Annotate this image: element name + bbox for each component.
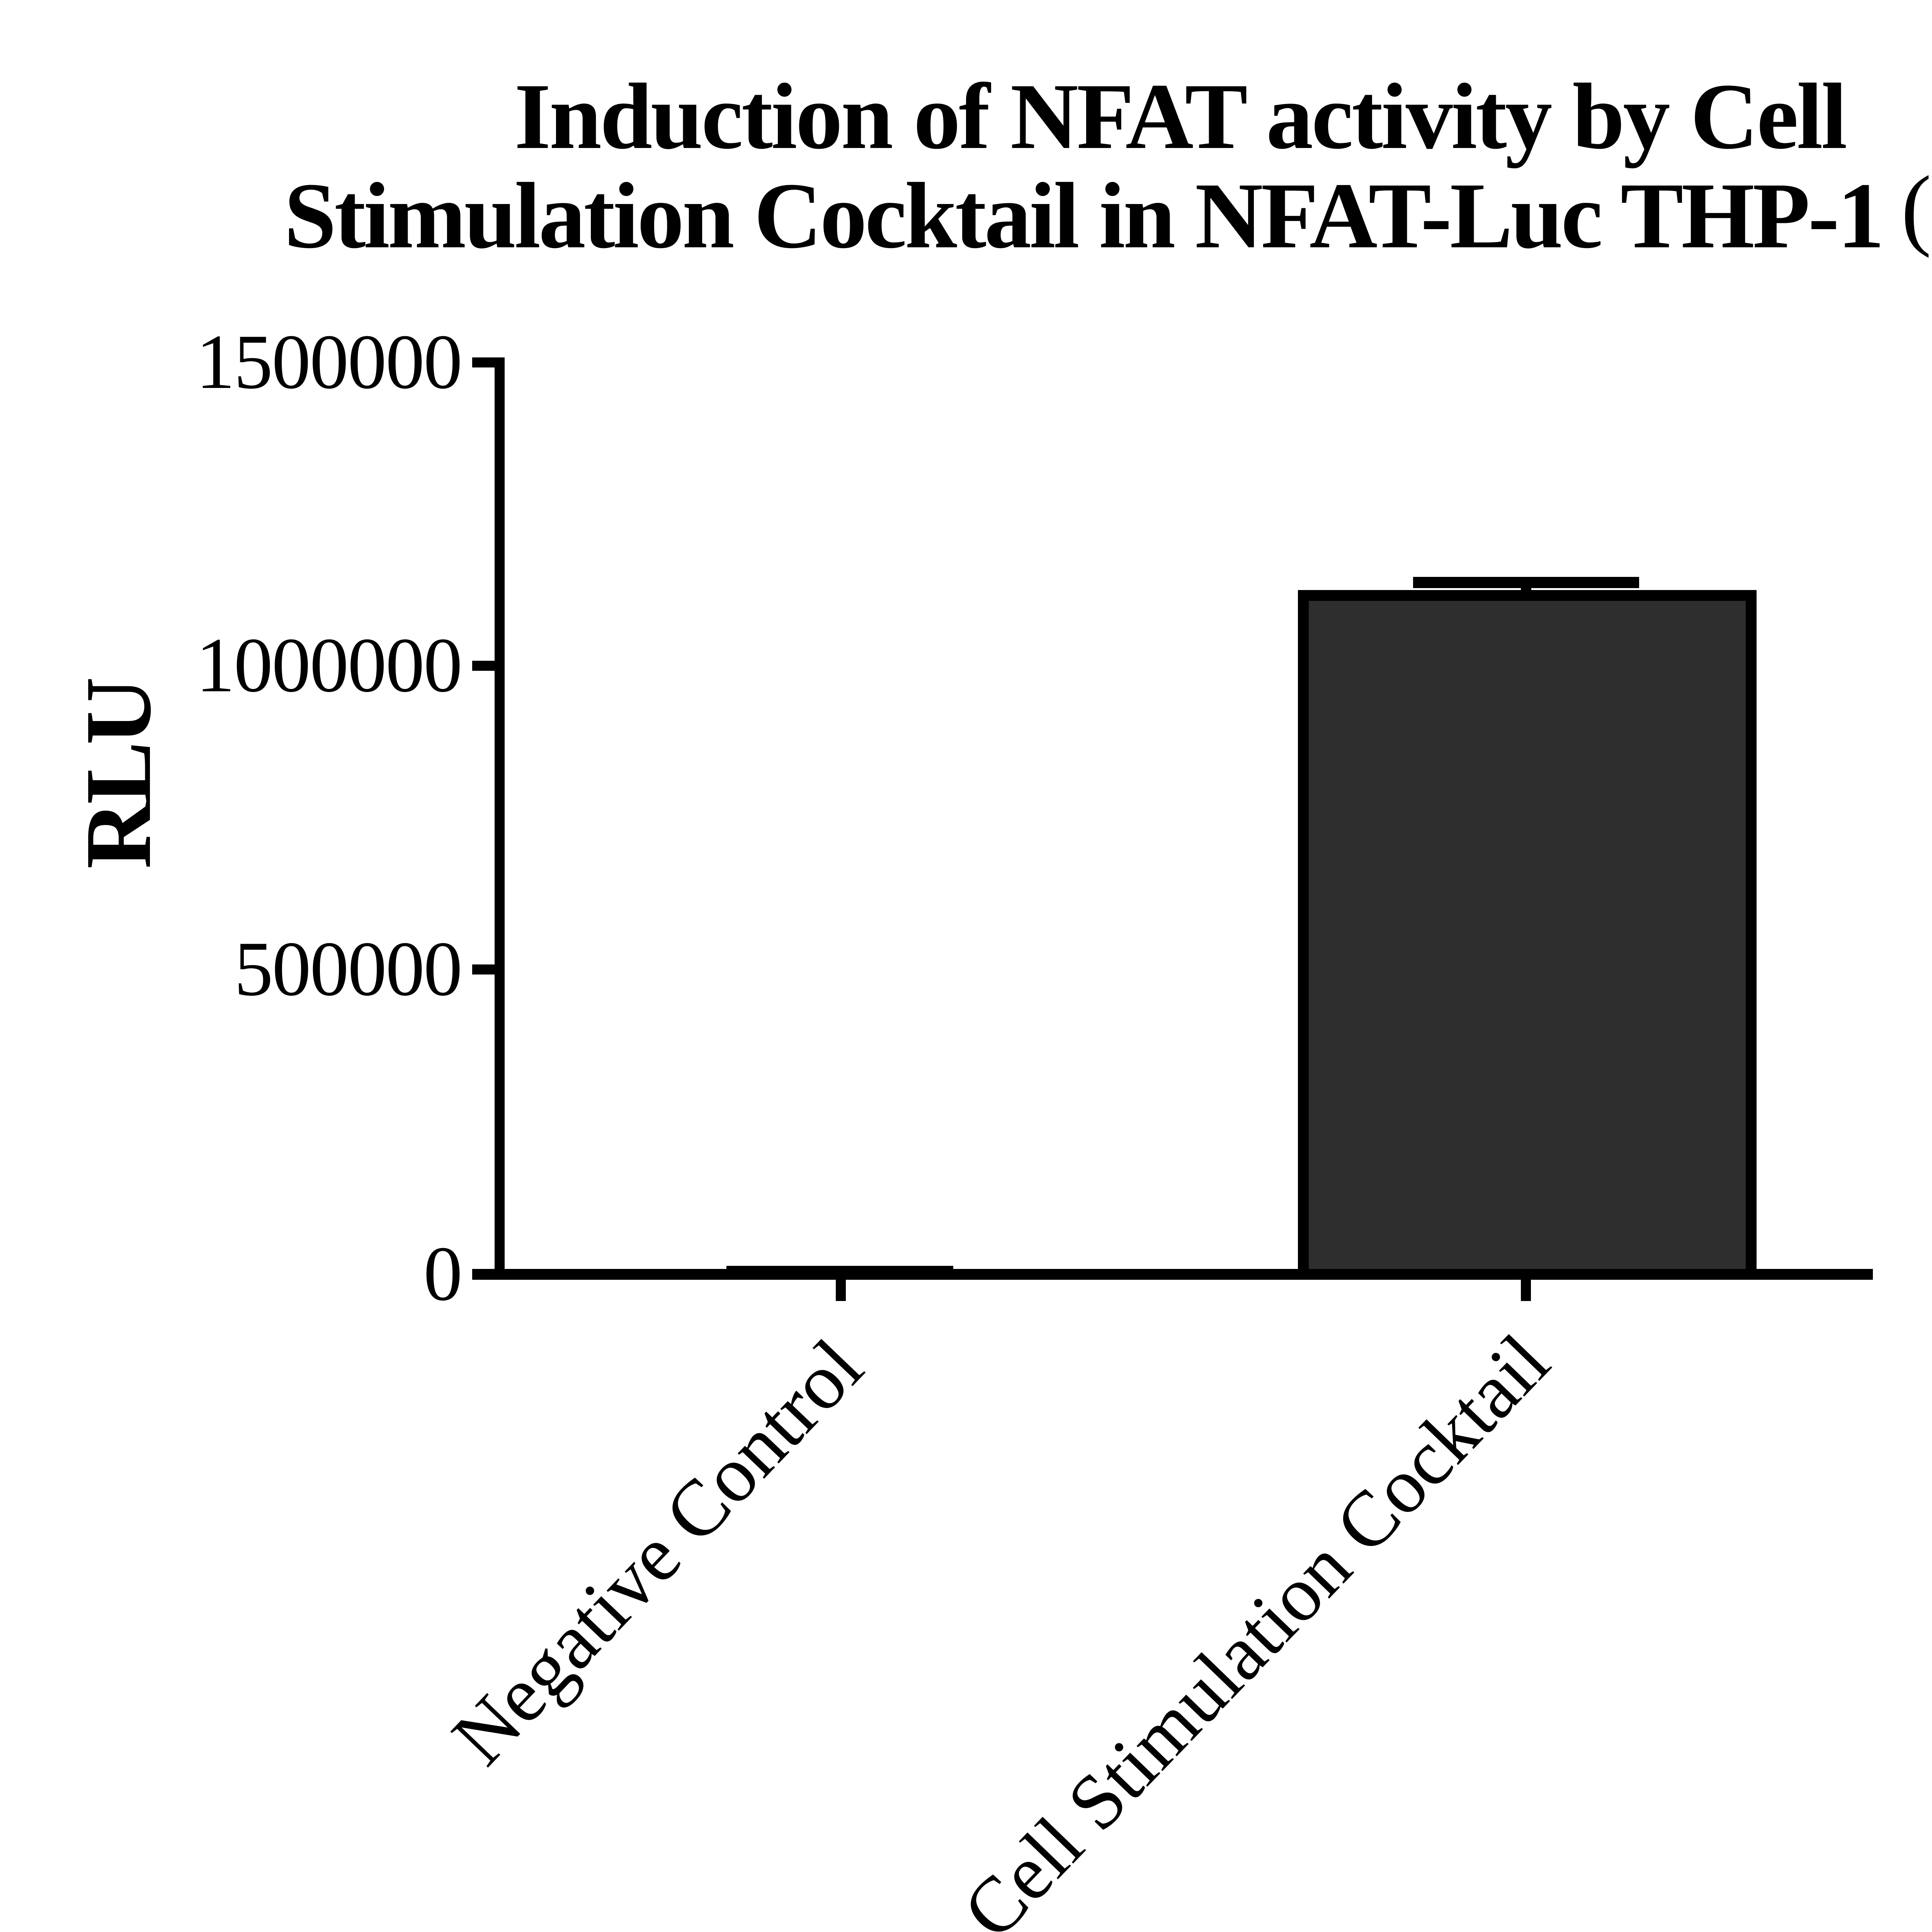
svg-text:1000000: 1000000: [196, 622, 463, 708]
svg-text:(: (: [1901, 158, 1932, 259]
svg-text:RLU: RLU: [66, 677, 170, 869]
svg-text:0: 0: [423, 1230, 463, 1317]
svg-text:1500000: 1500000: [196, 318, 463, 405]
svg-text:C1: C1: [1929, 163, 1932, 268]
svg-text:Stimulation Cocktail in NFAT-L: Stimulation Cocktail in NFAT-Luc THP-1: [284, 163, 1884, 268]
svg-text:Induction of NFAT activity by: Induction of NFAT activity by Cell: [514, 64, 1847, 168]
svg-text:500000: 500000: [234, 925, 463, 1012]
